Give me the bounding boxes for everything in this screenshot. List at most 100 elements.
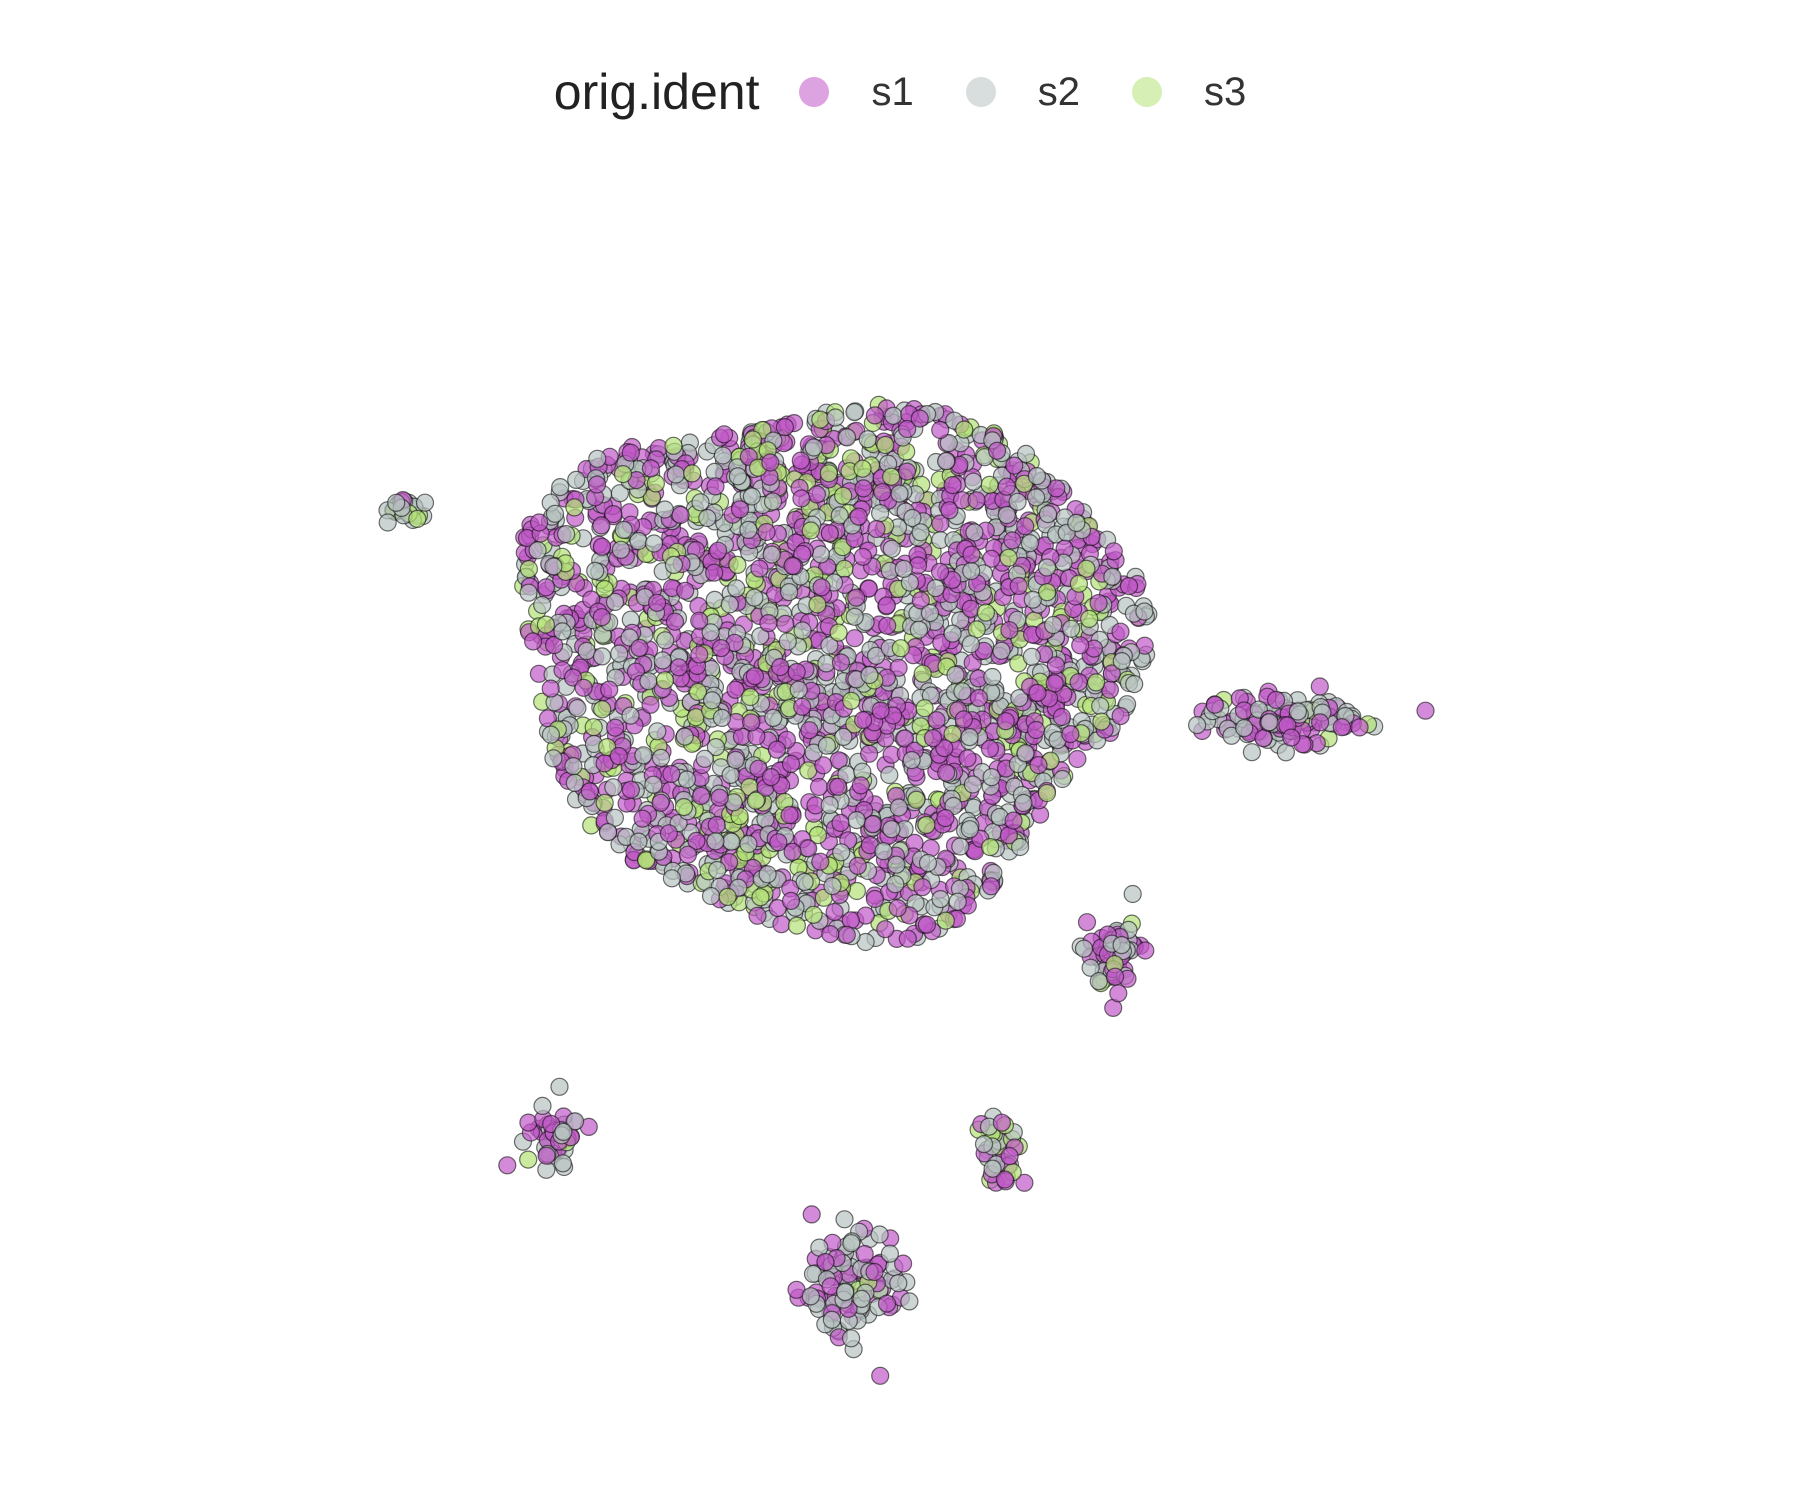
scatter-point-s2 bbox=[870, 504, 890, 523]
scatter-point-s1 bbox=[898, 929, 917, 948]
scatter-point-s1 bbox=[878, 616, 897, 635]
scatter-point-s1 bbox=[706, 477, 725, 496]
scatter-point-s1 bbox=[705, 563, 724, 582]
scatter-point-s1 bbox=[604, 504, 623, 524]
scatter-point-s1 bbox=[523, 632, 543, 651]
scatter-point-s2 bbox=[713, 446, 733, 465]
scatter-point-s3 bbox=[613, 465, 633, 484]
scatter-point-s2 bbox=[817, 736, 837, 755]
scatter-point-s1 bbox=[820, 524, 839, 543]
scatter-point-s2 bbox=[1062, 619, 1081, 638]
scatter-point-s1 bbox=[1310, 677, 1329, 696]
scatter-point-s1 bbox=[829, 777, 848, 796]
scatter-point-s2 bbox=[880, 765, 899, 785]
scatter-point-s1 bbox=[711, 638, 731, 658]
scatter-point-s3 bbox=[915, 699, 934, 718]
scatter-point-s1 bbox=[1071, 636, 1090, 655]
scatter-point-s1 bbox=[781, 754, 801, 774]
scatter-point-s2 bbox=[961, 635, 980, 654]
scatter-point-s1 bbox=[793, 697, 812, 716]
scatter-point-s1 bbox=[936, 808, 955, 828]
scatter-point-s3 bbox=[565, 498, 584, 517]
scatter-point-s1 bbox=[1416, 701, 1435, 720]
scatter-point-s1 bbox=[800, 721, 819, 740]
scatter-point-s1 bbox=[849, 507, 868, 526]
scatter-point-s2 bbox=[789, 680, 808, 699]
scatter-point-s2 bbox=[887, 855, 906, 874]
scatter-point-s1 bbox=[1111, 706, 1130, 726]
scatter-point-s3 bbox=[751, 888, 770, 907]
scatter-point-s1 bbox=[807, 485, 827, 504]
scatter-point-s2 bbox=[832, 843, 851, 862]
scatter-point-s1 bbox=[888, 898, 907, 918]
scatter-point-s1 bbox=[910, 409, 929, 428]
scatter-point-s2 bbox=[553, 622, 572, 641]
scatter-point-s2 bbox=[835, 1282, 855, 1302]
scatter-point-s1 bbox=[519, 1113, 538, 1132]
scatter-point-s1 bbox=[1028, 683, 1047, 703]
scatter-point-s1 bbox=[641, 695, 660, 714]
scatter-point-s2 bbox=[745, 588, 764, 607]
scatter-point-s1 bbox=[541, 679, 560, 698]
scatter-point-s2 bbox=[974, 1134, 994, 1154]
scatter-point-s1 bbox=[913, 878, 932, 897]
scatter-point-s1 bbox=[1104, 542, 1123, 561]
scatter-point-s2 bbox=[911, 523, 930, 542]
scatter-point-s3 bbox=[743, 430, 762, 449]
scatter-point-s2 bbox=[664, 555, 684, 575]
scatter-point-s1 bbox=[748, 906, 767, 925]
scatter-point-s3 bbox=[936, 911, 955, 930]
legend-key-s1 bbox=[799, 77, 830, 107]
scatter-point-s1 bbox=[691, 786, 711, 806]
scatter-point-s1 bbox=[997, 477, 1016, 496]
scatter-point-s1 bbox=[930, 562, 950, 581]
scatter-point-s2 bbox=[884, 406, 903, 425]
scatter-point-s1 bbox=[783, 556, 802, 576]
scatter-point-s3 bbox=[981, 837, 1000, 857]
scatter-point-s2 bbox=[1014, 793, 1033, 813]
scatter-point-s3 bbox=[808, 595, 827, 614]
scatter-point-s1 bbox=[851, 776, 870, 795]
scatter-point-s2 bbox=[651, 748, 671, 768]
scatter-point-s1 bbox=[816, 1252, 835, 1272]
scatter-point-s1 bbox=[662, 764, 681, 784]
scatter-point-s1 bbox=[897, 462, 917, 481]
scatter-point-s2 bbox=[1135, 602, 1154, 621]
scatter-point-s2 bbox=[695, 749, 714, 768]
scatter-point-s3 bbox=[980, 475, 999, 494]
legend-label-s3: s3 bbox=[1203, 69, 1247, 114]
scatter-point-s2 bbox=[554, 1122, 573, 1142]
scatter-point-s1 bbox=[962, 545, 981, 564]
scatter-point-s3 bbox=[891, 639, 910, 658]
scatter-point-s1 bbox=[761, 453, 780, 472]
scatter-point-s1 bbox=[1105, 967, 1125, 986]
scatter-point-s2 bbox=[691, 493, 710, 512]
scatter-point-s2 bbox=[598, 823, 618, 842]
scatter-point-s2 bbox=[982, 768, 1001, 787]
scatter-point-s2 bbox=[1260, 713, 1279, 732]
scatter-point-s1 bbox=[931, 420, 950, 440]
scatter-point-s2 bbox=[889, 1274, 908, 1293]
scatter-point-s2 bbox=[882, 820, 901, 839]
scatter-point-s2 bbox=[900, 1292, 919, 1311]
scatter-point-s3 bbox=[853, 459, 872, 478]
scatter-point-s2 bbox=[870, 1225, 889, 1244]
scatter-point-s3 bbox=[999, 548, 1018, 567]
scatter-point-s2 bbox=[544, 557, 563, 576]
scatter-point-s2 bbox=[653, 651, 672, 670]
scatter-point-s1 bbox=[592, 537, 612, 556]
scatter-point-s2 bbox=[621, 706, 640, 725]
scatter-point-s2 bbox=[610, 644, 629, 663]
scatter-point-s3 bbox=[819, 464, 838, 483]
legend-key-s3 bbox=[1131, 77, 1162, 107]
scatter-point-s1 bbox=[787, 662, 806, 682]
scatter-point-s1 bbox=[1119, 576, 1139, 596]
scatter-point-s1 bbox=[1045, 674, 1064, 693]
scatter-point-s1 bbox=[853, 547, 873, 566]
scatter-point-s2 bbox=[964, 472, 983, 491]
scatter-point-s2 bbox=[793, 621, 812, 640]
scatter-point-s3 bbox=[955, 420, 974, 439]
scatter-point-s3 bbox=[847, 881, 867, 901]
legend-label-s1: s1 bbox=[871, 69, 914, 114]
scatter-point-s1 bbox=[776, 614, 795, 634]
